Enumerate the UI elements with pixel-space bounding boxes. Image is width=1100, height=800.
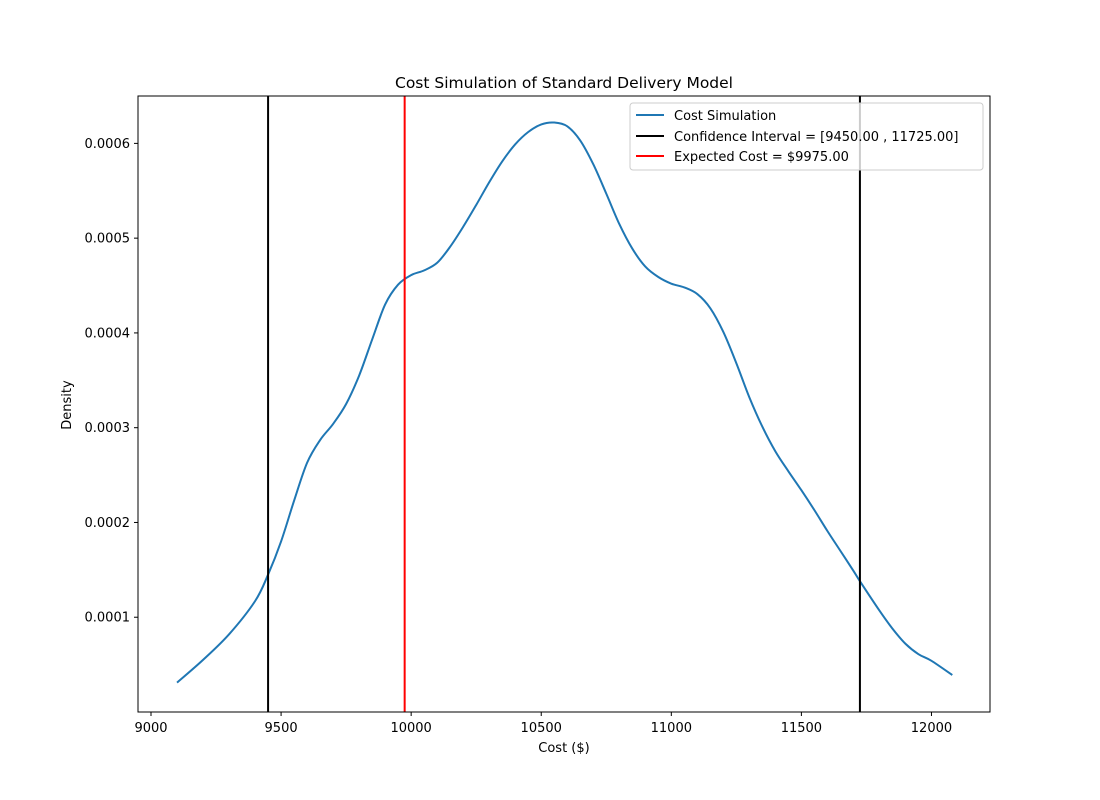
- y-axis: 0.0001 0.0002 0.0003 0.0004 0.0005 0.0006: [85, 137, 138, 626]
- x-tick-label: 11000: [651, 721, 692, 736]
- axes-frame: [137, 95, 991, 713]
- y-tick-label: 0.0002: [85, 516, 131, 531]
- y-tick-label: 0.0001: [85, 611, 131, 626]
- chart-title: Cost Simulation of Standard Delivery Mod…: [395, 74, 733, 92]
- legend-box: [629, 102, 984, 171]
- legend-label-expected-cost: Expected Cost = $9975.00: [674, 150, 849, 165]
- x-tick-label: 9000: [134, 721, 167, 736]
- x-axis: 9000 9500 10000 10500 11000 11500 12000: [134, 712, 952, 736]
- y-tick-label: 0.0004: [85, 326, 131, 341]
- x-tick-label: 10500: [521, 721, 562, 736]
- cost-simulation-curve: [176, 121, 953, 684]
- legend: Cost Simulation Confidence Interval = [9…: [629, 102, 984, 171]
- x-tick-label: 11500: [781, 721, 822, 736]
- x-tick-label: 9500: [265, 721, 298, 736]
- y-axis-label: Density: [60, 380, 75, 430]
- plot-area: [176, 96, 953, 712]
- x-tick-label: 12000: [911, 721, 952, 736]
- legend-label-confidence-interval: Confidence Interval = [9450.00 , 11725.0…: [674, 130, 959, 145]
- y-tick-label: 0.0005: [85, 232, 131, 247]
- legend-label-cost-simulation: Cost Simulation: [674, 109, 776, 124]
- x-tick-label: 10000: [390, 721, 431, 736]
- y-tick-label: 0.0006: [85, 137, 131, 152]
- x-axis-label: Cost ($): [538, 741, 589, 756]
- y-tick-label: 0.0003: [85, 421, 131, 436]
